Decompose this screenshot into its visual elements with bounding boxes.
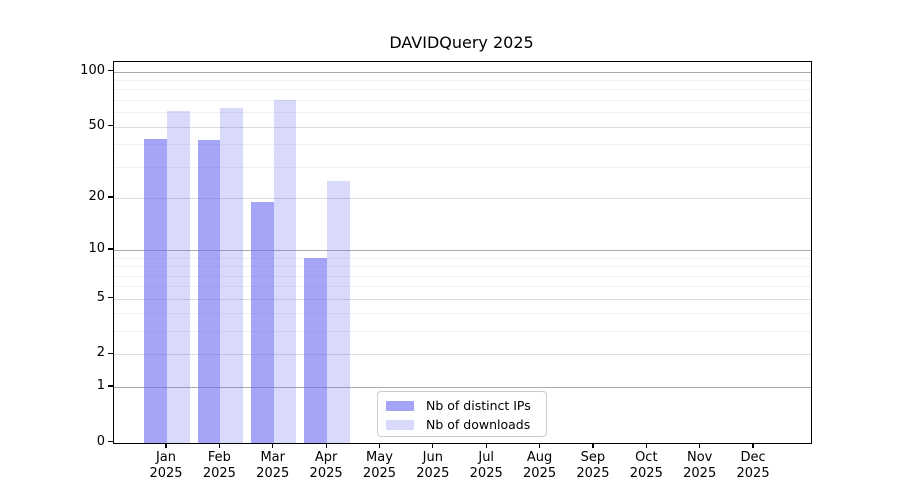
gridline-y-10 bbox=[114, 249, 811, 251]
gridline-y-1 bbox=[114, 386, 811, 388]
gridline-minor-y-80 bbox=[114, 89, 811, 91]
bar-feb-downloads bbox=[220, 108, 244, 443]
x-tick-label-feb: Feb 2025 bbox=[202, 449, 236, 481]
gridline-minor-y-60 bbox=[114, 112, 811, 114]
x-tick-dec bbox=[752, 442, 754, 448]
y-tick-0 bbox=[108, 441, 113, 443]
y-tick-100 bbox=[108, 70, 113, 72]
y-tick-label-0: 0 bbox=[96, 433, 105, 449]
x-tick-nov bbox=[699, 442, 701, 448]
y-tick-label-20: 20 bbox=[88, 188, 105, 204]
gridline-y-20 bbox=[114, 197, 811, 199]
y-tick-2 bbox=[108, 352, 113, 354]
legend-item-distinct-ips: Nb of distinct IPs bbox=[386, 396, 546, 415]
bar-mar-downloads bbox=[273, 100, 297, 443]
x-tick-label-may: May 2025 bbox=[362, 449, 397, 481]
x-tick-label-oct: Oct 2025 bbox=[629, 449, 663, 481]
x-tick-label-jan: Jan 2025 bbox=[149, 449, 183, 481]
x-tick-sep bbox=[592, 442, 594, 448]
legend-label-distinct-ips: Nb of distinct IPs bbox=[426, 398, 531, 413]
x-tick-label-sep: Sep 2025 bbox=[576, 449, 610, 481]
x-tick-aug bbox=[538, 442, 541, 448]
x-tick-oct bbox=[645, 442, 647, 448]
bar-feb-distinct-ips bbox=[197, 140, 221, 443]
gridline-minor-y-8 bbox=[114, 266, 811, 268]
gridline-minor-y-70 bbox=[114, 100, 811, 102]
gridline-minor-y-30 bbox=[114, 166, 811, 168]
gridline-minor-y-9 bbox=[114, 257, 811, 259]
gridline-minor-y-3 bbox=[114, 331, 811, 333]
y-tick-label-50: 50 bbox=[88, 117, 105, 133]
x-tick-label-mar: Mar 2025 bbox=[256, 449, 290, 481]
x-tick-label-aug: Aug 2025 bbox=[523, 449, 557, 481]
y-tick-label-5: 5 bbox=[96, 289, 105, 305]
y-tick-10 bbox=[108, 248, 113, 250]
y-tick-label-2: 2 bbox=[96, 345, 105, 361]
y-tick-5 bbox=[108, 297, 113, 299]
y-tick-20 bbox=[108, 196, 113, 198]
x-tick-may bbox=[378, 442, 381, 448]
x-tick-label-nov: Nov 2025 bbox=[683, 449, 717, 481]
legend-item-downloads: Nb of downloads bbox=[386, 415, 546, 434]
bar-jan-distinct-ips bbox=[144, 138, 167, 443]
x-tick-mar bbox=[272, 442, 274, 448]
x-tick-jun bbox=[432, 442, 434, 448]
bar-apr-downloads bbox=[327, 180, 350, 443]
y-tick-label-10: 10 bbox=[88, 240, 105, 256]
legend-swatch-distinct-ips bbox=[386, 400, 414, 411]
x-tick-label-dec: Dec 2025 bbox=[736, 449, 770, 481]
gridline-y-2 bbox=[114, 354, 811, 356]
legend-label-downloads: Nb of downloads bbox=[426, 417, 531, 432]
chart-title: DAVIDQuery 2025 bbox=[389, 33, 534, 52]
x-tick-label-jun: Jun 2025 bbox=[416, 449, 450, 481]
x-tick-feb bbox=[218, 442, 220, 448]
y-tick-label-100: 100 bbox=[80, 62, 105, 78]
x-tick-jan bbox=[165, 442, 167, 448]
bar-apr-distinct-ips bbox=[304, 257, 328, 443]
gridline-minor-y-6 bbox=[114, 286, 811, 288]
legend: Nb of distinct IPs Nb of downloads bbox=[377, 391, 547, 437]
y-tick-label-1: 1 bbox=[96, 377, 105, 393]
x-tick-label-jul: Jul 2025 bbox=[469, 449, 503, 481]
bar-mar-distinct-ips bbox=[251, 201, 274, 443]
gridline-minor-y-40 bbox=[114, 144, 811, 146]
x-tick-label-apr: Apr 2025 bbox=[309, 449, 343, 481]
gridline-minor-y-7 bbox=[114, 275, 811, 277]
gridline-y-5 bbox=[114, 298, 811, 300]
plot-area bbox=[113, 61, 812, 444]
x-tick-apr bbox=[325, 442, 327, 448]
x-tick-jul bbox=[485, 442, 487, 448]
legend-swatch-downloads bbox=[386, 419, 414, 430]
gridline-minor-y-4 bbox=[114, 313, 811, 315]
gridline-minor-y-90 bbox=[114, 80, 811, 82]
gridline-y-50 bbox=[114, 126, 811, 128]
y-tick-50 bbox=[108, 125, 113, 127]
gridline-y-100 bbox=[114, 71, 811, 73]
y-tick-1 bbox=[108, 385, 113, 387]
bar-jan-downloads bbox=[166, 110, 190, 443]
